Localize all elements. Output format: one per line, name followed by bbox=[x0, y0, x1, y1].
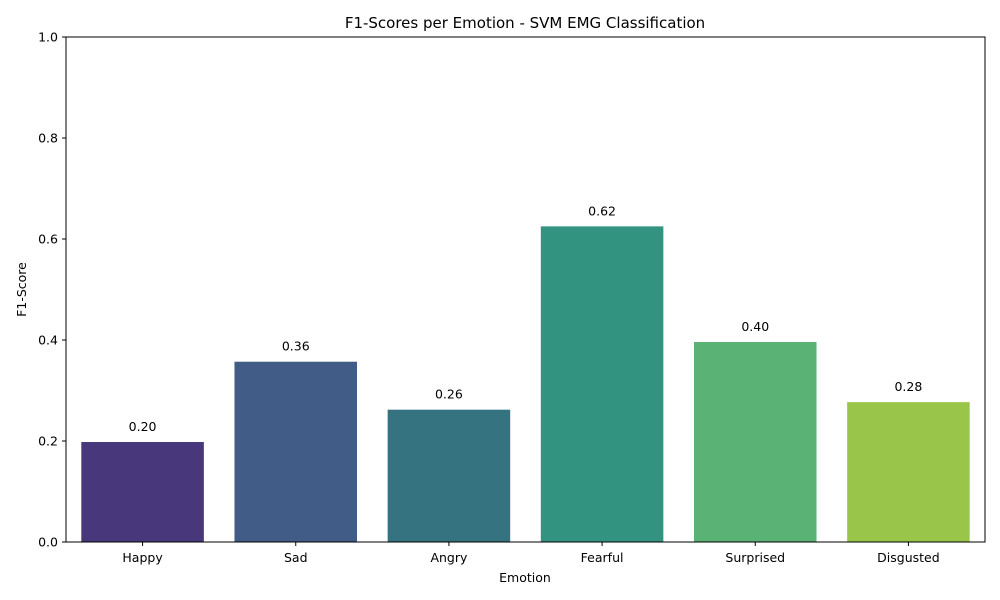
bar-fearful bbox=[540, 226, 664, 542]
x-tick-label-surprised: Surprised bbox=[725, 550, 785, 565]
x-axis: Happy Sad Angry Fearful Surprised Disgusted bbox=[122, 542, 940, 565]
x-tick-label-fearful: Fearful bbox=[581, 550, 624, 565]
x-tick-label-happy: Happy bbox=[122, 550, 163, 565]
y-tick-label: 0.2 bbox=[38, 434, 58, 449]
bar-disgusted bbox=[847, 402, 970, 542]
data-label-surprised: 0.40 bbox=[741, 319, 769, 334]
data-label-fearful: 0.62 bbox=[588, 203, 616, 218]
bar-angry bbox=[387, 409, 511, 542]
y-tick-label: 1.0 bbox=[38, 30, 58, 45]
y-tick-label: 0.8 bbox=[38, 131, 58, 146]
y-axis: 0.0 0.2 0.4 0.6 0.8 1.0 bbox=[38, 30, 66, 550]
data-label-happy: 0.20 bbox=[129, 419, 157, 434]
data-label-angry: 0.26 bbox=[435, 387, 463, 402]
plot-area: 0.20 0.36 0.26 0.62 0.40 0.28 bbox=[81, 203, 970, 542]
bar-surprised bbox=[693, 342, 817, 542]
x-tick-label-angry: Angry bbox=[430, 550, 468, 565]
x-tick-label-disgusted: Disgusted bbox=[877, 550, 940, 565]
chart-title: F1-Scores per Emotion - SVM EMG Classifi… bbox=[345, 14, 705, 32]
y-axis-label: F1-Score bbox=[14, 262, 29, 317]
x-tick-label-sad: Sad bbox=[284, 550, 308, 565]
x-axis-label: Emotion bbox=[499, 570, 551, 585]
y-tick-label: 0.6 bbox=[38, 232, 58, 247]
data-label-disgusted: 0.28 bbox=[894, 379, 922, 394]
bar-happy bbox=[81, 442, 204, 542]
data-label-sad: 0.36 bbox=[282, 339, 310, 354]
y-tick-label: 0.4 bbox=[38, 333, 58, 348]
bar-sad bbox=[234, 361, 358, 542]
y-tick-label: 0.0 bbox=[38, 535, 58, 550]
axes-frame bbox=[65, 36, 986, 543]
